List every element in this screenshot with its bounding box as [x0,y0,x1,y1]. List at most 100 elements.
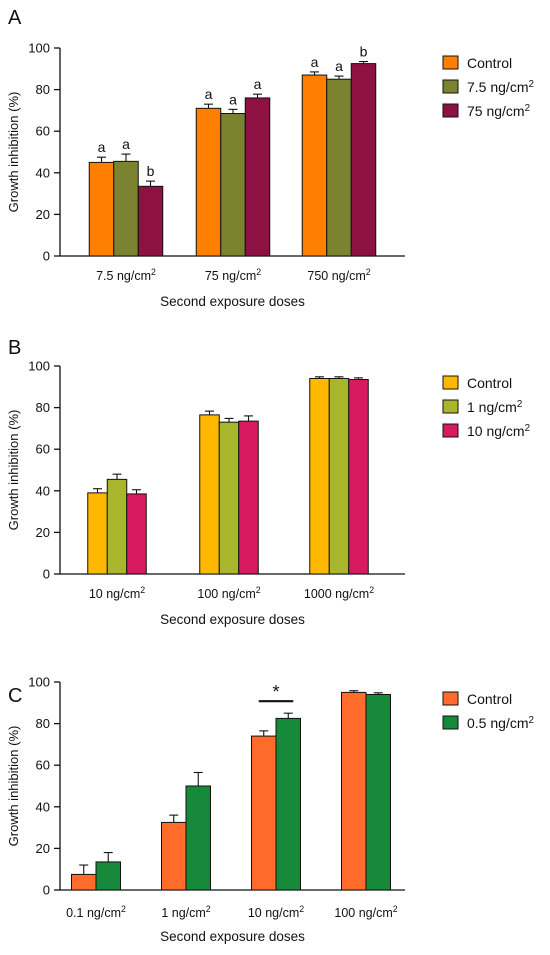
bar-7-5-ng-cm2-0 [113,160,139,257]
y-tick-label: 100 [28,675,50,690]
bar-0-5-ng-cm2-0 [95,861,121,891]
bar-control-0 [71,873,97,891]
legend-label-superscript: 2 [525,423,530,434]
x-axis-label: Second exposure doses [160,612,305,627]
legend-swatch-10-ng-cm2 [442,423,459,438]
legend-label-text: Control [467,691,512,707]
legend-label-superscript: 2 [517,399,522,410]
bar-1-ng-cm2-1 [218,421,240,575]
y-tick-label: 80 [36,716,50,731]
y-tick-label: 100 [28,359,50,374]
bar-control-3 [341,691,367,891]
chart-panel-c: C 0 20 40 60 80 100 Growth inhibition (%) Second… [6,675,534,945]
y-tick-label: 80 [36,82,50,97]
y-tick-label: 80 [36,400,50,415]
bar-control-1 [195,107,222,257]
y-tick-label: 60 [36,124,50,139]
y-tick-label: 0 [43,567,50,582]
significance-letter: a [205,86,213,102]
legend-swatch-7-5-ng-cm2 [442,79,459,94]
bar-1-ng-cm2-0 [106,478,128,575]
bar-75-ng-cm2-1 [244,97,271,257]
y-tick-label: 40 [36,799,50,814]
x-tick-label: 7.5 ng/cm2 [96,267,156,283]
bar-10-ng-cm2-1 [238,420,259,575]
legend-label-superscript: 2 [525,103,530,114]
legend-label-superscript: 2 [528,715,533,726]
bar-7-5-ng-cm2-2 [326,78,352,257]
legend-label-text: 1 ng/cm [467,399,517,415]
x-tick-label-superscript: 2 [206,904,211,914]
significance-letter: b [360,44,368,60]
y-axis-label: Growth inhibition (%) [6,726,21,847]
x-tick-label-superscript: 2 [369,585,374,595]
x-tick-label-text: 0.1 ng/cm [66,906,121,920]
legend-label: Control [467,691,512,707]
bar-control-2 [301,74,328,257]
legend-swatch-1-ng-cm2 [442,399,459,414]
significance-star: * [272,682,279,702]
x-tick-label: 1000 ng/cm2 [304,585,374,601]
bar-control-1 [161,821,187,891]
legend-label-text: Control [467,375,512,391]
legend-swatch-0-5-ng-cm2 [442,715,459,730]
x-tick-label-text: 1000 ng/cm [304,587,369,601]
significance-letter: a [229,91,237,107]
y-tick-label: 0 [43,249,50,264]
bar-1-ng-cm2-2 [328,377,350,575]
x-tick-label-superscript: 2 [140,585,145,595]
bar-75-ng-cm2-2 [350,63,377,257]
x-tick-label: 75 ng/cm2 [205,267,261,283]
legend-label: 0.5 ng/cm2 [467,715,534,731]
panel-label: B [8,337,21,359]
significance-letter: a [335,58,343,74]
x-axis-label: Second exposure doses [160,929,305,944]
bar-0-5-ng-cm2-2 [275,717,301,891]
x-tick-label-superscript: 2 [366,267,371,277]
bar-10-ng-cm2-0 [126,493,147,575]
y-tick-label: 20 [36,525,50,540]
legend-label: 1 ng/cm2 [467,399,522,415]
panel-label: C [8,685,22,707]
legend-label-text: 7.5 ng/cm [467,79,528,95]
legend-label: 10 ng/cm2 [467,423,530,439]
legend-swatch-control [442,691,459,706]
x-tick-label-text: 100 ng/cm [197,587,255,601]
x-tick-label-text: 100 ng/cm [334,906,392,920]
x-tick-label: 0.1 ng/cm2 [66,904,126,920]
y-axis-label: Growth inhibition (%) [6,410,21,531]
legend-label-superscript: 2 [528,79,533,90]
legend-label-text: 75 ng/cm [467,103,525,119]
x-tick-label: 10 ng/cm2 [89,585,145,601]
x-tick-label-superscript: 2 [256,585,261,595]
x-tick-label-text: 750 ng/cm [307,269,365,283]
x-tick-label-text: 10 ng/cm [248,906,299,920]
legend-swatch-75-ng-cm2 [442,103,459,118]
y-tick-label: 100 [28,41,50,56]
legend-label: 7.5 ng/cm2 [467,79,534,95]
significance-letter: a [98,139,106,155]
bar-control-0 [88,161,115,257]
bar-control-2 [251,735,277,891]
x-tick-label: 100 ng/cm2 [197,585,260,601]
legend-label: Control [467,55,512,71]
legend-label: 75 ng/cm2 [467,103,530,119]
x-tick-label: 100 ng/cm2 [334,904,397,920]
x-tick-label: 1 ng/cm2 [161,904,210,920]
y-tick-label: 40 [36,483,50,498]
panel-label: A [8,7,22,29]
bar-75-ng-cm2-0 [137,185,164,257]
legend-swatch-control [442,375,459,390]
x-tick-label-superscript: 2 [256,267,261,277]
significance-letter: a [254,76,262,92]
y-tick-label: 60 [36,758,50,773]
legend-label-text: 10 ng/cm [467,423,525,439]
y-tick-label: 40 [36,165,50,180]
legend-swatch-control [442,55,459,70]
legend-label-text: 0.5 ng/cm [467,715,528,731]
bar-0-5-ng-cm2-1 [185,785,211,891]
x-tick-label-text: 75 ng/cm [205,269,256,283]
chart-panel-a: A 0 20 40 60 80 100 Growth inhibition (%) Second… [6,7,534,309]
